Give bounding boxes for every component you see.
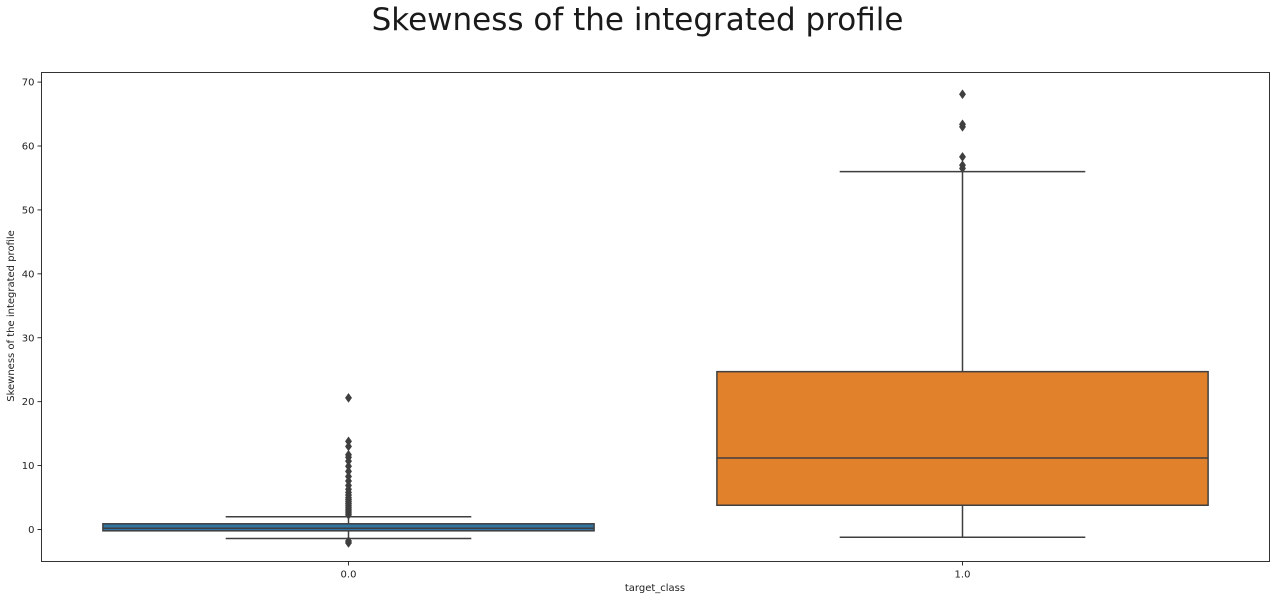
x-tick-label: 0.0 [341, 570, 357, 581]
x-tick-label: 1.0 [955, 570, 971, 581]
y-tick-label: 50 [22, 205, 35, 216]
outlier-point [958, 160, 967, 171]
plot-frame [41, 72, 1270, 562]
outlier-point [344, 461, 353, 472]
x-axis-label: target_class [625, 583, 685, 594]
y-tick-label: 40 [22, 269, 35, 280]
outlier-point [958, 89, 967, 100]
outlier-point [344, 449, 353, 460]
box-1.0 [716, 89, 1209, 538]
y-axis: 0 10 20 30 40 50 60 70 [22, 78, 42, 536]
outlier-point [344, 536, 353, 546]
y-tick-label: 10 [22, 461, 35, 472]
chart-title: Skewness of the integrated profile [371, 2, 904, 38]
outlier-point [344, 441, 353, 452]
outlier-point [958, 151, 967, 162]
boxes-group [102, 89, 1209, 548]
outlier-point [344, 392, 353, 403]
outlier-point [344, 471, 353, 482]
y-tick-label: 0 [28, 525, 34, 536]
y-axis-label: Skewness of the integrated profile [6, 230, 17, 402]
iqr-box [716, 370, 1209, 506]
box-0.0 [102, 392, 595, 548]
outlier-point [344, 466, 353, 477]
y-tick-label: 30 [22, 333, 35, 344]
y-tick-label: 70 [22, 78, 35, 89]
outlier-point [958, 119, 967, 130]
x-axis: 0.0 1.0 [341, 561, 971, 581]
outlier-point [344, 436, 353, 447]
iqr-box [102, 523, 595, 532]
y-tick-label: 60 [22, 142, 35, 153]
y-tick-label: 20 [22, 397, 35, 408]
